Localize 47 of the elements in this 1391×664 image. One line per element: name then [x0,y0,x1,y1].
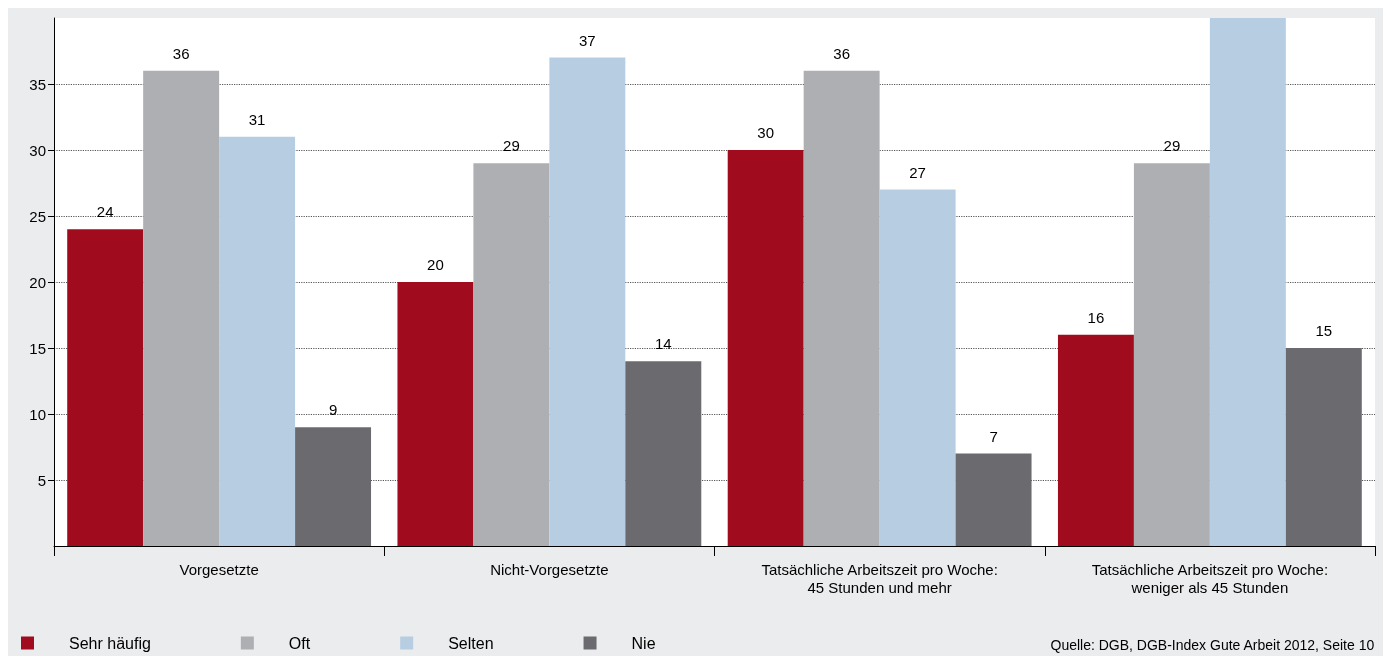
x-tick-label: Vorgesetzte [179,560,259,578]
data-label: 24 [96,203,114,221]
y-tick-label: 25 [29,207,46,225]
y-tick-label: 5 [37,471,46,489]
bar [955,453,1032,546]
bar [879,189,956,546]
bar [1057,334,1134,546]
bar [67,229,144,546]
bar [219,136,296,546]
legend-label: Nie [631,634,656,652]
y-tick-label: 10 [29,405,46,423]
legend-label: Oft [288,634,311,652]
data-label: 9 [328,401,338,419]
bar [473,163,550,546]
legend-label: Sehr häufig [69,634,151,652]
data-label: 7 [989,427,998,445]
bar [1133,163,1210,546]
bar [803,70,880,546]
data-label: 15 [1315,322,1333,339]
bar [625,361,702,546]
data-label: 31 [248,110,266,128]
bar [549,57,626,546]
data-label: 16 [1087,308,1105,326]
y-tick-label: 15 [29,339,46,357]
bar [1209,18,1286,546]
data-label: 36 [833,44,850,62]
legend-label: Selten [448,634,494,652]
source-note: Quelle: DGB, DGB-Index Gute Arbeit 2012, Seite 10 [1050,637,1375,653]
bar [727,150,804,546]
data-label: 37 [579,31,596,49]
bar [397,282,474,546]
x-tick-label: Tatsächliche Arbeitszeit pro Woche: 45 Stunden und mehr [761,560,998,596]
data-label: 14 [654,335,672,353]
data-label: 36 [172,44,190,62]
data-label: 20 [427,256,444,273]
y-tick-label: 35 [29,75,46,93]
y-tick-label: 30 [29,141,46,159]
y-tick-label: 20 [29,273,46,291]
bar [143,70,220,546]
x-tick-label: Tatsächliche Arbeitszeit pro Woche: weniger als 45 Stunden [1091,560,1329,596]
data-label: 29 [503,137,520,155]
data-label: 27 [909,163,926,181]
x-tick-label: Nicht-Vorgesetzte [490,560,609,578]
bar [1285,348,1362,546]
bar [295,427,372,546]
data-label: 30 [757,124,775,141]
data-label: 29 [1163,137,1181,155]
